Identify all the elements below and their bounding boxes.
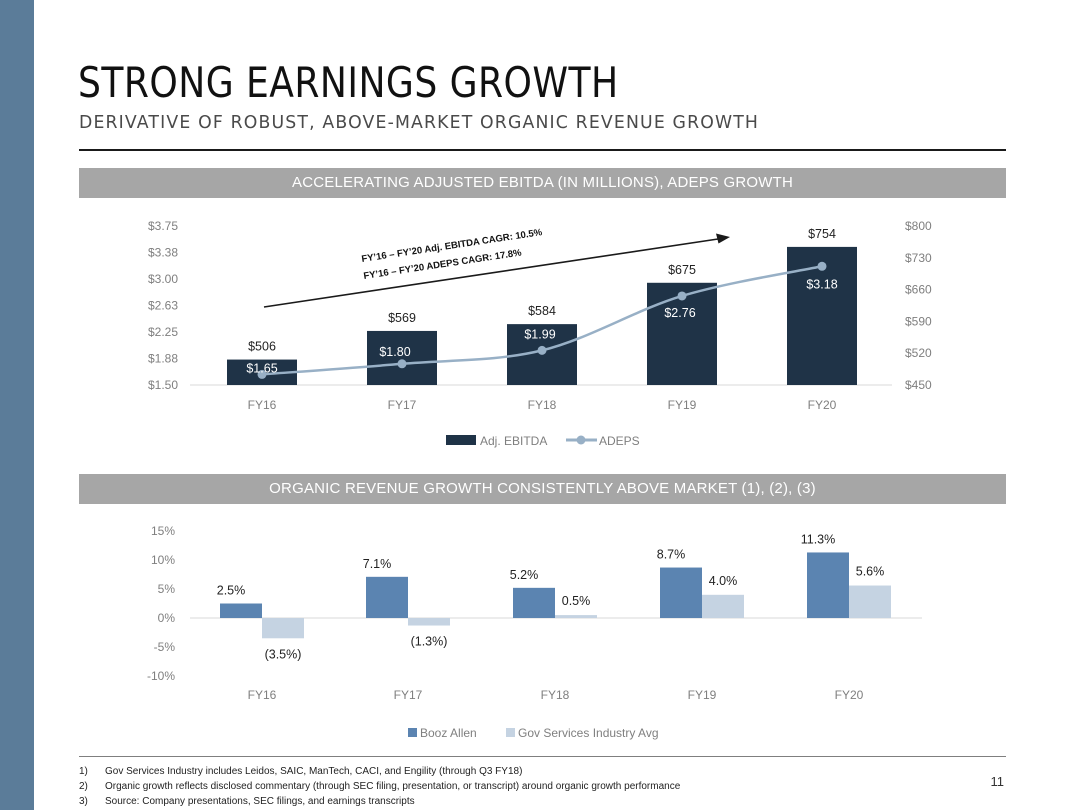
- y-right-tick-label: $590: [905, 314, 932, 328]
- ebitda-data-label: $584: [528, 304, 556, 318]
- y-left-tick-label: $2.25: [148, 325, 178, 339]
- legend-swatch-booz-allen: [408, 728, 417, 737]
- adeps-point: [537, 345, 547, 355]
- ebitda-data-label: $569: [388, 311, 416, 325]
- footnote-3: 3) Source: Company presentations, SEC fil…: [79, 796, 415, 807]
- y-tick-label: 15%: [151, 524, 175, 538]
- x-tick-label: FY19: [688, 688, 717, 702]
- page-number: 11: [990, 774, 1005, 789]
- x-tick-label: FY20: [835, 688, 864, 702]
- cagr-trend-arrow-line: [263, 238, 719, 308]
- y-tick-label: 5%: [158, 582, 176, 596]
- legend-label-adeps: ADEPS: [599, 434, 640, 448]
- booz-allen-data-label: 2.5%: [217, 584, 246, 598]
- industry-avg-bar: [702, 594, 744, 618]
- y-right-tick-label: $730: [905, 251, 932, 265]
- adeps-data-label: $1.65: [246, 361, 277, 375]
- legend-label-booz-allen: Booz Allen: [420, 726, 477, 740]
- legend-swatch-ebitda: [446, 435, 476, 445]
- industry-avg-bar: [555, 615, 597, 618]
- booz-allen-data-label: 7.1%: [363, 557, 392, 571]
- ebitda-data-label: $675: [668, 263, 696, 277]
- y-left-tick-label: $1.50: [148, 378, 178, 392]
- y-left-tick-label: $3.38: [148, 246, 178, 260]
- y-left-tick-label: $3.00: [148, 272, 178, 286]
- legend-swatch-industry-avg: [506, 728, 515, 737]
- legend-swatch-adeps-marker: [576, 435, 586, 445]
- x-tick-label: FY17: [388, 398, 417, 412]
- x-tick-label: FY16: [248, 688, 277, 702]
- slide-subtitle: DERIVATIVE OF ROBUST, ABOVE-MARKET ORGAN…: [79, 112, 760, 133]
- booz-allen-bar: [513, 587, 555, 618]
- industry-avg-data-label: 5.6%: [856, 565, 885, 579]
- adeps-data-label: $1.99: [524, 327, 555, 341]
- x-tick-label: FY18: [528, 398, 557, 412]
- industry-avg-data-label: (1.3%): [411, 635, 448, 649]
- ebitda-data-label: $754: [808, 227, 836, 241]
- industry-avg-data-label: 0.5%: [562, 594, 591, 608]
- footnote-2: 2) Organic growth reflects disclosed comm…: [79, 781, 681, 792]
- adeps-data-label: $2.76: [664, 306, 695, 320]
- ebitda-bar: [367, 330, 437, 385]
- ebitda-chart-title: ACCELERATING ADJUSTED EBITDA (IN MILLION…: [79, 168, 1006, 198]
- slide-title: STRONG EARNINGS GROWTH: [78, 58, 619, 107]
- y-right-tick-label: $800: [905, 219, 932, 233]
- organic-growth-chart-title: ORGANIC REVENUE GROWTH CONSISTENTLY ABOV…: [79, 474, 1006, 504]
- y-left-tick-label: $1.88: [148, 352, 178, 366]
- legend-label-ebitda: Adj. EBITDA: [480, 434, 547, 448]
- y-right-tick-label: $450: [905, 378, 932, 392]
- y-left-tick-label: $2.63: [148, 299, 178, 313]
- industry-avg-data-label: 4.0%: [709, 574, 738, 588]
- x-tick-label: FY18: [541, 688, 570, 702]
- y-right-tick-label: $660: [905, 283, 932, 297]
- adeps-point: [397, 359, 407, 369]
- booz-allen-bar: [220, 603, 262, 618]
- x-tick-label: FY19: [668, 398, 697, 412]
- footnote-1: 1) Gov Services Industry includes Leidos,…: [79, 766, 523, 777]
- x-tick-label: FY20: [808, 398, 837, 412]
- booz-allen-data-label: 5.2%: [510, 568, 539, 582]
- adeps-data-label: $3.18: [806, 277, 837, 291]
- x-tick-label: FY16: [248, 398, 277, 412]
- footnote-divider: [79, 756, 1006, 757]
- industry-avg-bar: [262, 618, 304, 639]
- y-tick-label: 0%: [158, 611, 176, 625]
- y-tick-label: -10%: [147, 669, 175, 683]
- y-tick-label: 10%: [151, 553, 175, 567]
- industry-avg-bar: [408, 618, 450, 626]
- adeps-point: [817, 261, 827, 271]
- y-left-tick-label: $3.75: [148, 219, 178, 233]
- footnotes: 1) Gov Services Industry includes Leidos,…: [79, 764, 680, 809]
- legend-label-industry-avg: Gov Services Industry Avg: [518, 726, 659, 740]
- ebitda-data-label: $506: [248, 340, 276, 354]
- x-tick-label: FY17: [394, 688, 423, 702]
- booz-allen-data-label: 8.7%: [657, 548, 686, 562]
- ebitda-adeps-chart: $3.75 $3.38 $3.00 $2.63 $2.25 $1.88 $1.50 $800 $…: [148, 219, 932, 448]
- cagr-trend-arrowhead: [716, 233, 730, 244]
- y-right-tick-label: $520: [905, 346, 932, 360]
- adeps-data-label: $1.80: [379, 345, 410, 359]
- industry-avg-data-label: (3.5%): [265, 647, 302, 661]
- y-tick-label: -5%: [154, 640, 176, 654]
- booz-allen-bar: [807, 552, 849, 618]
- industry-avg-bar: [849, 585, 891, 618]
- title-divider: [79, 149, 1006, 151]
- organic-growth-chart: 15% 10% 5% 0% -5% -10% 2.5% (3.5%) 7.1% (1.3%) 5.2…: [147, 524, 922, 740]
- booz-allen-bar: [366, 576, 408, 618]
- adeps-point: [677, 291, 687, 301]
- booz-allen-data-label: 11.3%: [801, 532, 836, 546]
- slide-sidebar: [0, 0, 34, 810]
- adeps-point: [257, 369, 267, 379]
- booz-allen-bar: [660, 567, 702, 618]
